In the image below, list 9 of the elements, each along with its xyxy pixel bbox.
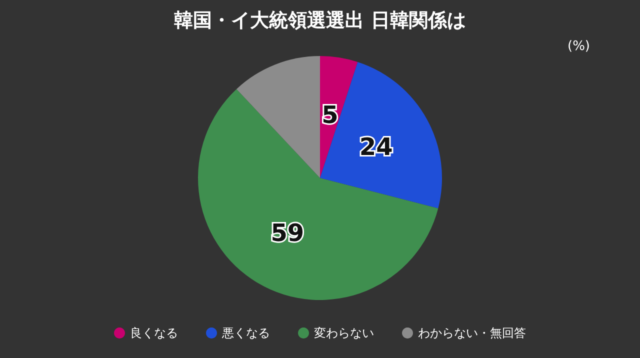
legend-label: 変わらない: [314, 326, 374, 340]
legend-label: 悪くなる: [221, 326, 270, 340]
data-label: 24: [359, 133, 393, 162]
text: (%): [568, 39, 590, 54]
legend-label: わからない・無回答: [418, 326, 526, 340]
data-label: 5: [322, 100, 338, 129]
legend-label: 良くなる: [130, 326, 178, 340]
chart-title: 韓国・イ大統領選選出 日韓関係は: [174, 10, 466, 32]
data-label: 59: [270, 219, 304, 248]
